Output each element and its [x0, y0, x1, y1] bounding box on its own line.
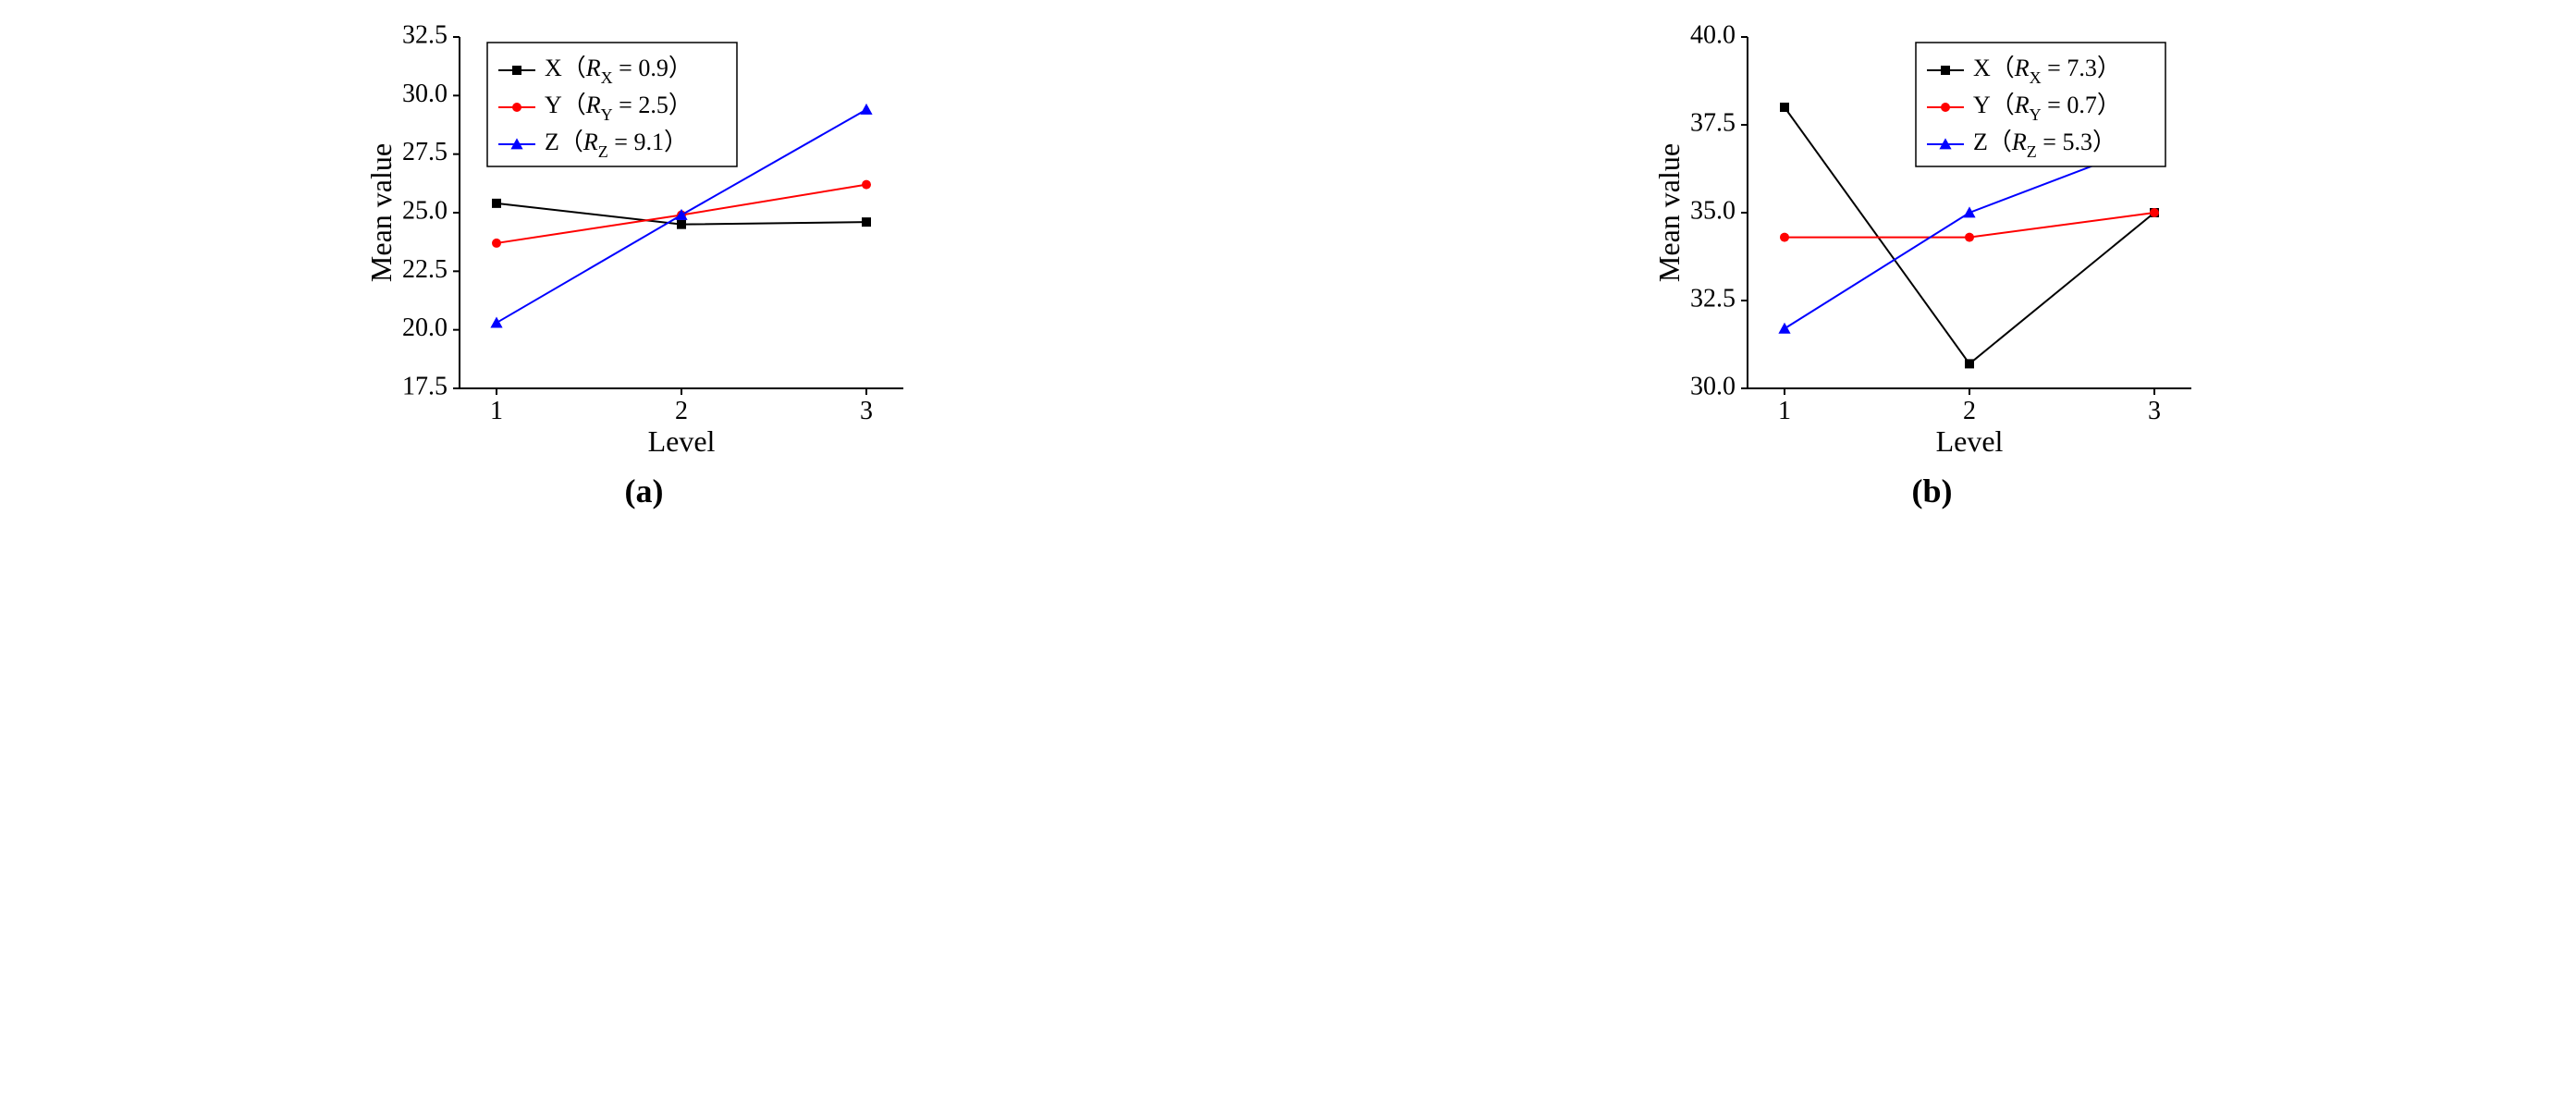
panel-a: 17.5 20.0 22.5 25.0 27.5 30.0 32.5 1 2 3 Level Mean…	[367, 18, 922, 510]
svg-text:Level: Level	[647, 424, 715, 458]
svg-text:Mean value: Mean value	[1655, 143, 1686, 282]
subplot-label-b: (b)	[1912, 472, 1953, 510]
svg-text:2: 2	[1963, 397, 1976, 425]
subplot-label-a: (a)	[625, 472, 664, 510]
svg-text:27.5: 27.5	[402, 138, 448, 166]
svg-text:32.5: 32.5	[1690, 284, 1736, 313]
chart-b-svg: 30.032.535.037.540.0123LevelMean valueX（…	[1655, 18, 2210, 462]
svg-text:25.0: 25.0	[402, 196, 448, 225]
svg-text:40.0: 40.0	[1690, 20, 1736, 49]
svg-text:37.5: 37.5	[1690, 108, 1736, 137]
svg-text:Level: Level	[1935, 424, 2003, 458]
svg-text:1: 1	[1778, 397, 1791, 425]
svg-text:30.0: 30.0	[402, 80, 448, 108]
svg-text:3: 3	[2148, 397, 2161, 425]
svg-text:22.5: 22.5	[402, 255, 448, 284]
svg-text:3: 3	[860, 397, 873, 425]
svg-text:1: 1	[490, 397, 503, 425]
svg-text:32.5: 32.5	[402, 20, 448, 49]
panel-b: 30.032.535.037.540.0123LevelMean valueX（…	[1655, 18, 2210, 510]
svg-text:2: 2	[675, 397, 688, 425]
svg-text:Mean value: Mean value	[367, 143, 398, 282]
svg-text:30.0: 30.0	[1690, 372, 1736, 400]
chart-a-svg: 17.5 20.0 22.5 25.0 27.5 30.0 32.5 1 2 3 Level Mean…	[367, 18, 922, 462]
chart-container: 17.5 20.0 22.5 25.0 27.5 30.0 32.5 1 2 3 Level Mean…	[18, 18, 2558, 510]
svg-text:20.0: 20.0	[402, 313, 448, 342]
svg-text:17.5: 17.5	[402, 372, 448, 400]
svg-text:35.0: 35.0	[1690, 196, 1736, 225]
